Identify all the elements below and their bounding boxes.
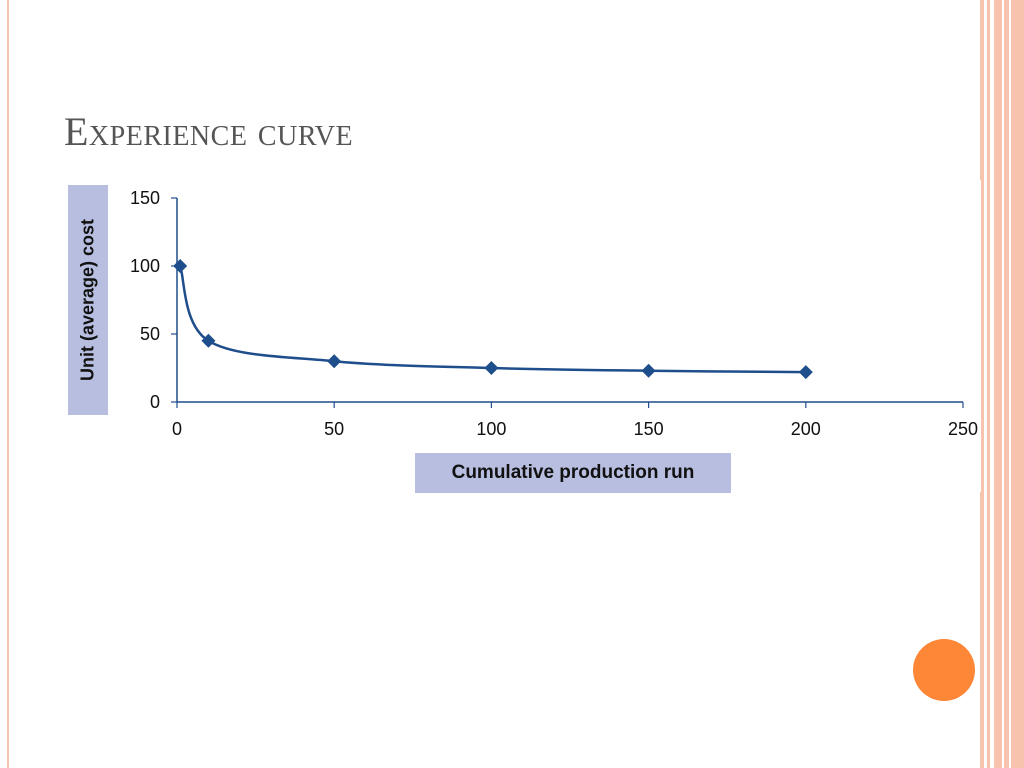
x-tick-label: 250 [948, 419, 978, 439]
data-point-marker [798, 365, 813, 380]
y-tick-label: 50 [140, 324, 160, 344]
x-tick-label: 100 [476, 419, 506, 439]
x-tick-label: 150 [634, 419, 664, 439]
y-axis-label-box [68, 185, 108, 415]
data-point-marker [173, 259, 188, 273]
right-border-decoration [976, 0, 1024, 768]
accent-circle [913, 639, 975, 701]
x-tick-label: 0 [172, 419, 182, 439]
slide-title: Experience curve [64, 109, 354, 154]
x-tick-label: 200 [791, 419, 821, 439]
data-point-marker [327, 354, 342, 369]
data-point-marker [201, 333, 216, 348]
left-border-stripe [7, 0, 9, 768]
data-point-marker [484, 361, 499, 375]
chart-panel [60, 180, 981, 492]
series-line [178, 265, 806, 374]
y-tick-label: 100 [130, 256, 160, 276]
y-tick-label: 150 [130, 188, 160, 208]
x-tick-label: 50 [324, 419, 344, 439]
x-axis-label: Cumulative production run [415, 453, 731, 493]
y-tick-label: 0 [150, 392, 160, 412]
data-point-marker [641, 363, 656, 378]
